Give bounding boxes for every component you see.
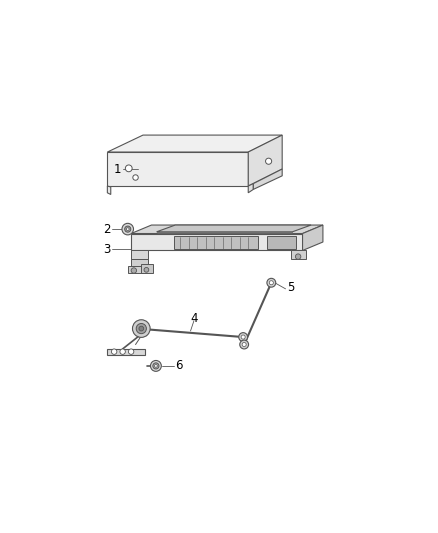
Circle shape xyxy=(131,268,137,273)
Circle shape xyxy=(133,175,138,180)
Circle shape xyxy=(265,158,272,164)
Circle shape xyxy=(120,349,125,354)
Polygon shape xyxy=(303,225,323,251)
Circle shape xyxy=(242,343,246,346)
Circle shape xyxy=(240,340,249,349)
Polygon shape xyxy=(253,169,282,189)
Circle shape xyxy=(128,349,134,354)
Circle shape xyxy=(295,254,301,260)
Polygon shape xyxy=(248,184,253,193)
Polygon shape xyxy=(107,186,111,195)
Circle shape xyxy=(269,281,273,285)
Polygon shape xyxy=(156,225,311,232)
Circle shape xyxy=(136,324,146,334)
Polygon shape xyxy=(131,251,148,259)
Polygon shape xyxy=(136,322,146,335)
Polygon shape xyxy=(131,259,148,266)
Text: 4: 4 xyxy=(190,312,198,325)
Circle shape xyxy=(125,165,132,172)
Circle shape xyxy=(239,333,247,342)
Circle shape xyxy=(132,320,150,337)
Polygon shape xyxy=(131,233,303,251)
Circle shape xyxy=(144,268,149,272)
Polygon shape xyxy=(173,236,258,249)
Polygon shape xyxy=(107,135,282,152)
Text: 2: 2 xyxy=(103,223,111,236)
Text: 1: 1 xyxy=(113,163,121,175)
Polygon shape xyxy=(128,266,143,272)
Circle shape xyxy=(125,226,131,232)
Circle shape xyxy=(267,278,276,287)
Circle shape xyxy=(151,360,161,372)
Text: 3: 3 xyxy=(103,243,111,256)
Circle shape xyxy=(127,228,129,230)
Polygon shape xyxy=(107,152,248,186)
Circle shape xyxy=(139,326,144,331)
Circle shape xyxy=(155,365,157,367)
Polygon shape xyxy=(291,251,306,259)
Polygon shape xyxy=(267,236,296,249)
Text: 6: 6 xyxy=(175,359,183,373)
Polygon shape xyxy=(248,135,282,186)
Circle shape xyxy=(111,349,117,354)
Polygon shape xyxy=(107,349,145,354)
Text: 5: 5 xyxy=(287,281,295,294)
Circle shape xyxy=(122,223,134,235)
Polygon shape xyxy=(141,264,153,272)
Polygon shape xyxy=(131,225,323,233)
Circle shape xyxy=(153,363,159,369)
Circle shape xyxy=(241,335,245,339)
